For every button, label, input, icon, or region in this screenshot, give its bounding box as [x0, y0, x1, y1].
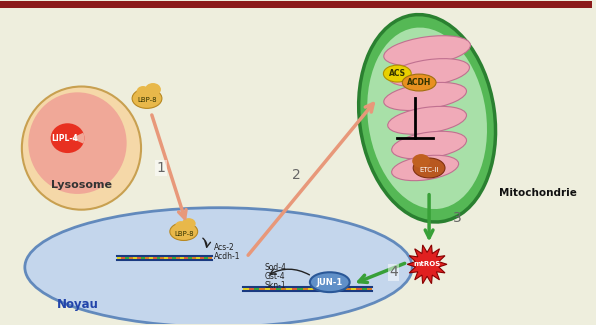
- Ellipse shape: [389, 58, 470, 86]
- Bar: [270, 286, 275, 290]
- Bar: [200, 255, 204, 259]
- Bar: [148, 255, 153, 259]
- Text: Acs-2: Acs-2: [213, 243, 234, 252]
- Bar: [160, 255, 164, 259]
- Bar: [265, 286, 270, 290]
- Bar: [129, 255, 133, 259]
- Bar: [313, 286, 319, 290]
- Text: mtROS: mtROS: [414, 261, 440, 267]
- Ellipse shape: [384, 36, 470, 66]
- Bar: [117, 255, 121, 259]
- Bar: [243, 286, 249, 290]
- Bar: [141, 255, 145, 259]
- Ellipse shape: [392, 131, 467, 159]
- Bar: [362, 286, 367, 290]
- Bar: [204, 255, 207, 259]
- Bar: [121, 255, 125, 259]
- Ellipse shape: [367, 28, 487, 209]
- Text: Lysosome: Lysosome: [51, 180, 112, 190]
- Ellipse shape: [413, 158, 445, 178]
- Bar: [180, 255, 184, 259]
- Ellipse shape: [182, 218, 195, 229]
- Bar: [340, 286, 346, 290]
- Bar: [356, 286, 362, 290]
- Ellipse shape: [412, 154, 430, 168]
- Bar: [351, 286, 356, 290]
- Ellipse shape: [145, 83, 161, 96]
- Text: LBP-8: LBP-8: [174, 230, 194, 237]
- Bar: [249, 286, 254, 290]
- Bar: [176, 255, 180, 259]
- Text: Sod-4: Sod-4: [264, 263, 286, 272]
- Text: 2: 2: [291, 168, 300, 182]
- Bar: [297, 286, 303, 290]
- Bar: [164, 255, 168, 259]
- Bar: [330, 286, 335, 290]
- Text: ACDH: ACDH: [407, 78, 432, 87]
- Ellipse shape: [132, 88, 162, 108]
- Bar: [145, 255, 148, 259]
- Bar: [319, 286, 324, 290]
- Wedge shape: [72, 133, 85, 144]
- Bar: [324, 286, 330, 290]
- Bar: [184, 255, 188, 259]
- Text: Acdh-1: Acdh-1: [213, 252, 240, 261]
- Text: Mitochondrie: Mitochondrie: [499, 188, 576, 198]
- Bar: [133, 255, 137, 259]
- Bar: [0, 1, 592, 8]
- Bar: [367, 286, 372, 290]
- Text: Gst-4: Gst-4: [264, 272, 285, 281]
- Text: LIPL-4: LIPL-4: [51, 134, 78, 143]
- Text: JUN-1: JUN-1: [316, 278, 343, 287]
- Ellipse shape: [310, 272, 350, 292]
- Ellipse shape: [392, 155, 458, 181]
- Ellipse shape: [136, 86, 150, 97]
- Ellipse shape: [25, 208, 412, 325]
- Bar: [192, 255, 196, 259]
- Text: 1: 1: [157, 161, 165, 175]
- Ellipse shape: [383, 65, 411, 82]
- Text: Noyau: Noyau: [57, 298, 98, 311]
- Bar: [281, 286, 287, 290]
- Ellipse shape: [384, 83, 467, 110]
- Bar: [172, 255, 176, 259]
- Bar: [287, 286, 292, 290]
- Bar: [259, 286, 265, 290]
- Ellipse shape: [170, 223, 198, 240]
- Bar: [275, 286, 281, 290]
- Bar: [254, 286, 259, 290]
- Bar: [168, 255, 172, 259]
- Text: ACS: ACS: [389, 69, 406, 78]
- Ellipse shape: [28, 92, 126, 194]
- Ellipse shape: [175, 221, 186, 230]
- Ellipse shape: [51, 123, 85, 153]
- Bar: [303, 286, 308, 290]
- Ellipse shape: [359, 15, 495, 222]
- Ellipse shape: [22, 86, 141, 210]
- Text: ETC-II: ETC-II: [420, 167, 439, 173]
- Bar: [188, 255, 192, 259]
- Bar: [137, 255, 141, 259]
- Text: 4: 4: [389, 265, 398, 279]
- Bar: [125, 255, 129, 259]
- Text: Skn-1: Skn-1: [264, 281, 286, 290]
- Bar: [157, 255, 160, 259]
- Ellipse shape: [388, 106, 467, 134]
- Bar: [207, 255, 212, 259]
- Bar: [292, 286, 297, 290]
- Ellipse shape: [402, 74, 436, 91]
- Text: 3: 3: [452, 211, 461, 225]
- Bar: [153, 255, 157, 259]
- Bar: [346, 286, 351, 290]
- Text: LBP-8: LBP-8: [137, 98, 157, 103]
- Bar: [196, 255, 200, 259]
- Bar: [335, 286, 340, 290]
- Polygon shape: [407, 245, 447, 284]
- Bar: [308, 286, 313, 290]
